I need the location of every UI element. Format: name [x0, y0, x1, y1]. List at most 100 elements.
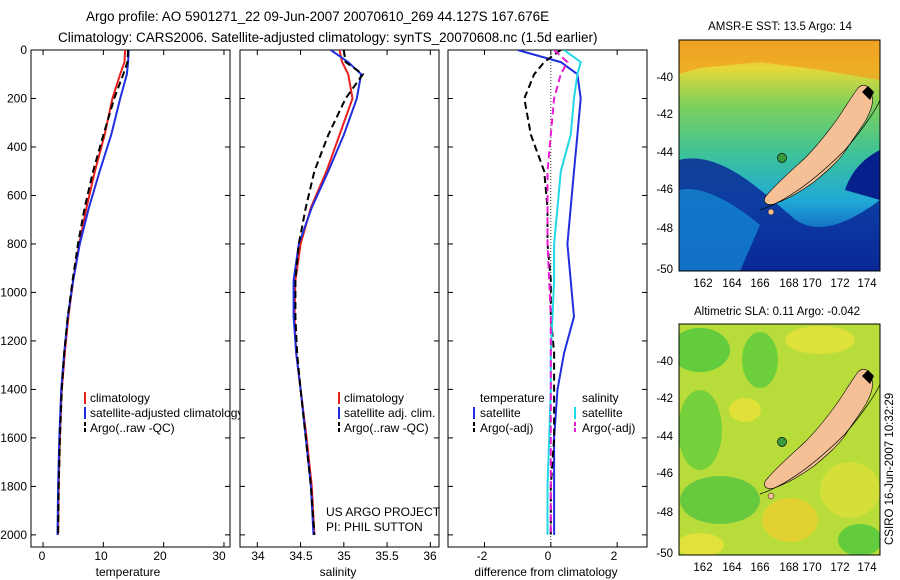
- lon-tick-label: 162: [693, 278, 712, 290]
- pi-label: PI: PHIL SUTTON: [326, 520, 423, 534]
- lon-tick-label: 170: [802, 562, 821, 574]
- lat-tick-label: -44: [656, 147, 673, 159]
- sla-blob: [820, 462, 880, 518]
- lon-tick-label: 168: [779, 562, 798, 574]
- legend-label: satellite: [582, 406, 623, 420]
- legend-header-salinity: salinity: [582, 391, 619, 405]
- sla-map-title: Altimetric SLA: 0.11 Argo: -0.042: [694, 306, 860, 318]
- stewart-island: [767, 208, 775, 216]
- coastline-detail: [862, 86, 874, 100]
- credit-label: CSIRO 16-Jun-2007 10:32:29: [884, 393, 896, 545]
- lat-tick-label: -48: [656, 223, 673, 235]
- sla-blob: [742, 332, 778, 388]
- legend-label: satellite-adjusted climatology: [90, 406, 243, 420]
- lat-tick-label: -48: [656, 507, 673, 519]
- bathymetry-contour: [759, 99, 880, 211]
- sla-map-y-ticks: -40 -42 -44 -46 -48 -50: [656, 356, 673, 560]
- temp-tick-label: 30: [212, 549, 226, 563]
- temperature-series: [56, 50, 130, 535]
- legend-label: climatology: [90, 391, 150, 405]
- temp-tick-label: 0: [39, 549, 46, 563]
- difference-panel: -2 0 2 difference from climatology tempe…: [447, 49, 648, 579]
- salinity-legend: climatology satellite adj. clim. Argo(..…: [338, 391, 435, 435]
- lon-tick-label: 174: [857, 278, 877, 290]
- lon-tick-label: 166: [750, 562, 769, 574]
- depth-tick-label: 800: [7, 237, 27, 251]
- depth-tick-label: 200: [7, 92, 27, 106]
- series-line-satellite: [517, 50, 582, 535]
- salinity-x-label: salinity: [320, 565, 357, 579]
- difference-series: [517, 50, 582, 535]
- series-line-argo-raw-qc-: [57, 50, 130, 535]
- legend-label: Argo(-adj): [582, 421, 635, 435]
- coastline-detail: [862, 370, 874, 384]
- depth-tick-label: 1400: [0, 382, 27, 396]
- new-zealand-land: [764, 84, 873, 205]
- difference-x-tick-labels: -2 0 2: [477, 549, 618, 563]
- sst-east-cold: [845, 150, 880, 200]
- sal-tick-label: 35.5: [375, 549, 399, 563]
- lon-tick-label: 170: [802, 278, 821, 290]
- lon-tick-label: 164: [722, 562, 742, 574]
- lon-tick-label: 172: [830, 562, 849, 574]
- sst-map-field: [679, 40, 880, 271]
- lat-tick-label: -50: [656, 264, 673, 276]
- legend-label: satellite: [480, 406, 521, 420]
- temperature-ticks: [31, 49, 230, 547]
- temp-tick-label: 10: [94, 549, 108, 563]
- series-line-argo-adj-: [546, 50, 569, 535]
- sla-blob: [679, 533, 724, 555]
- lat-tick-label: -42: [656, 393, 673, 405]
- temperature-x-label: temperature: [96, 565, 161, 579]
- temperature-legend: climatology satellite-adjusted climatolo…: [84, 391, 243, 435]
- salinity-ticks: [240, 49, 439, 547]
- lon-tick-label: 168: [779, 278, 798, 290]
- sla-blob: [679, 390, 722, 470]
- sst-mid-region: [679, 189, 760, 271]
- legend-label: satellite adj. clim.: [344, 406, 435, 420]
- sla-blob: [729, 398, 761, 422]
- temperature-x-tick-labels: 0 10 20 30: [39, 549, 226, 563]
- sla-blob: [762, 498, 818, 542]
- lon-tick-label: 166: [750, 278, 769, 290]
- series-line-satellite: [546, 50, 582, 535]
- title-line-2: Climatology: CARS2006. Satellite-adjuste…: [58, 30, 598, 45]
- bathymetry-contour: [759, 383, 880, 495]
- sst-map-x-ticks: 162 164 166 168 170 172 174: [693, 278, 877, 290]
- lat-tick-label: -46: [656, 184, 673, 196]
- series-line-satellite-adj-clim-: [292, 50, 363, 535]
- difference-ticks: [448, 49, 647, 547]
- difference-legend: temperature salinity satellite Argo(-adj…: [473, 391, 635, 435]
- depth-tick-label: 1000: [0, 285, 27, 299]
- temp-tick-label: 20: [153, 549, 167, 563]
- depth-tick-labels: 0 200 400 600 800 1000 1200 1400 1600 1800 2000: [0, 43, 27, 542]
- sla-map-frame: [678, 323, 881, 556]
- legend-label: Argo(..raw -QC): [344, 421, 429, 435]
- depth-tick-label: 1800: [0, 479, 27, 493]
- sst-warm-region: [679, 40, 880, 80]
- new-zealand-land: [764, 368, 873, 489]
- sla-map-panel: Altimetric SLA: 0.11 Argo: -0.042 -40 -4…: [656, 306, 881, 574]
- sla-blob: [680, 476, 760, 524]
- depth-tick-label: 400: [7, 140, 27, 154]
- lon-tick-label: 174: [857, 562, 877, 574]
- sla-blob: [785, 326, 855, 354]
- legend-label: Argo(..raw -QC): [90, 421, 175, 435]
- salinity-axes-box: [239, 49, 440, 548]
- lat-tick-label: -46: [656, 468, 673, 480]
- depth-tick-label: 1200: [0, 334, 27, 348]
- lat-tick-label: -50: [656, 548, 673, 560]
- lon-tick-label: 162: [693, 562, 712, 574]
- diff-tick-label: -2: [477, 549, 488, 563]
- argo-position-marker: [777, 153, 787, 163]
- sla-map-x-ticks: 162 164 166 168 170 172 174: [693, 562, 877, 574]
- argo-position-marker: [777, 437, 787, 447]
- legend-label: climatology: [344, 391, 404, 405]
- lat-tick-label: -40: [656, 72, 673, 84]
- sst-map-y-ticks: -40 -42 -44 -46 -48 -50: [656, 72, 673, 276]
- sal-tick-label: 34: [251, 549, 265, 563]
- lon-tick-label: 172: [830, 278, 849, 290]
- temperature-axes-box: [30, 49, 231, 548]
